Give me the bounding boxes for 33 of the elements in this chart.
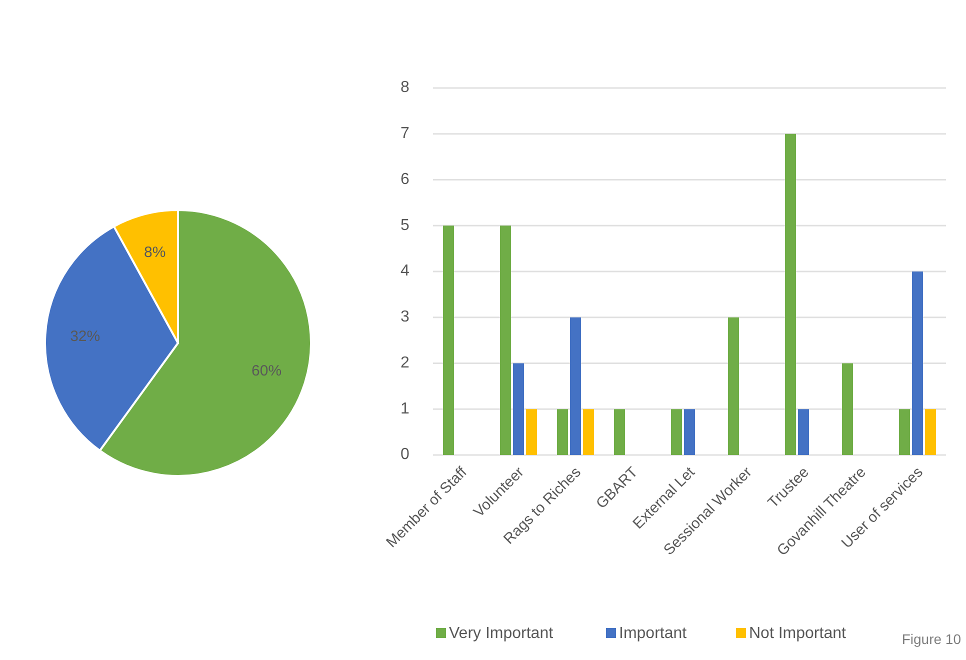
legend-label: Important — [619, 625, 688, 642]
y-tick-label: 0 — [400, 446, 410, 464]
bar — [899, 409, 910, 455]
bar — [443, 226, 454, 455]
y-tick-label: 7 — [400, 125, 410, 142]
legend-label: Very Important — [449, 625, 554, 642]
bar — [728, 317, 739, 455]
bar — [614, 409, 625, 455]
legend-label: Not Important — [749, 625, 846, 642]
bar — [925, 409, 936, 455]
data-label: 32% — [70, 328, 100, 346]
y-tick-label: 4 — [400, 262, 410, 280]
data-label: 8% — [144, 244, 166, 261]
bar — [912, 272, 923, 455]
caption: Figure 10 — [902, 631, 962, 647]
y-tick-label: 8 — [400, 79, 410, 96]
bar — [798, 409, 809, 455]
bar — [570, 317, 581, 455]
bar — [513, 363, 524, 455]
y-tick-label: 2 — [400, 354, 410, 372]
bar — [583, 409, 594, 455]
bar — [526, 409, 537, 455]
bar — [684, 409, 695, 455]
y-tick-label: 1 — [400, 400, 410, 418]
bar — [557, 409, 568, 455]
data-label: 60% — [252, 362, 282, 380]
bar — [842, 363, 853, 455]
y-tick-label: 3 — [400, 308, 410, 326]
bar — [785, 134, 796, 455]
bar — [500, 226, 511, 455]
bar — [671, 409, 682, 455]
y-tick-label: 6 — [400, 170, 410, 188]
y-tick-label: 5 — [400, 216, 410, 234]
